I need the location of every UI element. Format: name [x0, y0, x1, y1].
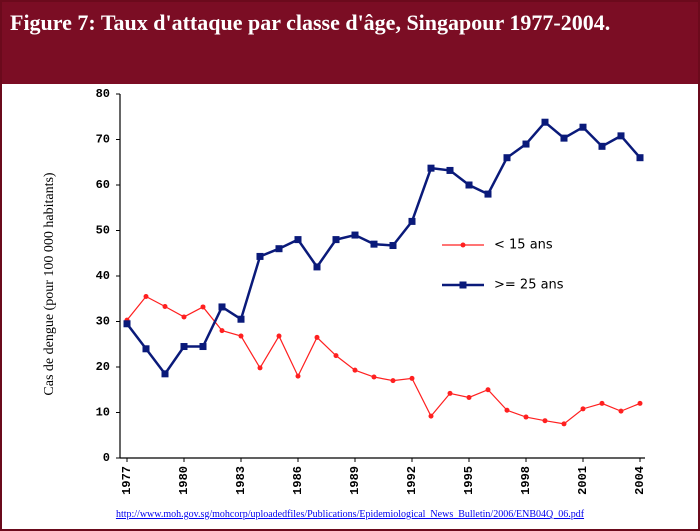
marker: [238, 333, 244, 339]
marker: [218, 303, 226, 311]
x-tick-label: 1980: [177, 466, 191, 495]
y-tick-label: 80: [96, 87, 110, 101]
x-tick-label: 1977: [120, 466, 134, 495]
marker: [123, 320, 131, 328]
series-line: [126, 295, 641, 425]
marker: [618, 408, 624, 414]
legend-marker: [459, 281, 467, 289]
marker: [560, 134, 568, 142]
marker: [465, 181, 473, 189]
y-tick-label: 40: [96, 269, 110, 283]
marker: [256, 252, 264, 260]
marker: [257, 365, 263, 371]
x-tick-label: 1983: [234, 466, 248, 495]
x-tick-label: 1986: [291, 466, 305, 495]
marker: [428, 413, 434, 419]
marker: [162, 303, 168, 309]
marker: [275, 245, 283, 253]
marker: [389, 242, 397, 250]
marker: [636, 154, 644, 162]
marker: [352, 367, 358, 373]
legend-label: < 15 ans: [494, 238, 553, 253]
y-tick-label: 30: [96, 315, 110, 329]
marker: [314, 334, 320, 340]
marker: [523, 414, 529, 420]
marker: [447, 390, 453, 396]
marker: [313, 263, 321, 271]
marker: [142, 345, 150, 353]
marker: [332, 236, 340, 244]
y-tick-label: 10: [96, 406, 110, 420]
marker: [503, 154, 511, 162]
marker: [446, 166, 454, 174]
marker: [143, 293, 149, 299]
y-tick-label: 20: [96, 360, 110, 374]
marker: [598, 142, 606, 150]
marker: [371, 374, 377, 380]
x-tick-label: 1998: [519, 466, 533, 495]
marker: [541, 118, 549, 126]
marker: [237, 315, 245, 323]
y-axis-label: Cas de dengue (pour 100 000 habitants): [42, 172, 57, 396]
y-tick-label: 50: [96, 224, 110, 238]
marker: [617, 132, 625, 140]
marker: [181, 314, 187, 320]
marker: [294, 236, 302, 244]
marker: [180, 343, 188, 351]
x-tick-label: 2004: [633, 466, 647, 495]
marker: [295, 373, 301, 379]
marker: [427, 164, 435, 172]
marker: [351, 231, 359, 239]
marker: [333, 353, 339, 359]
source-link[interactable]: http://www.moh.gov.sg/mohcorp/uploadedfi…: [115, 509, 585, 520]
marker: [599, 400, 605, 406]
marker: [504, 407, 510, 413]
figure-title: Figure 7: Taux d'attaque par classe d'âg…: [2, 2, 698, 84]
marker: [522, 140, 530, 148]
marker: [199, 343, 207, 351]
marker: [484, 190, 492, 198]
marker: [542, 418, 548, 424]
marker: [466, 394, 472, 400]
x-tick-label: 1992: [405, 466, 419, 495]
marker: [161, 370, 169, 378]
marker: [276, 333, 282, 339]
marker: [580, 406, 586, 412]
marker: [390, 378, 396, 384]
marker: [561, 421, 567, 427]
marker: [219, 328, 225, 334]
marker: [637, 400, 643, 406]
y-tick-label: 0: [103, 451, 110, 465]
x-tick-label: 1995: [462, 466, 476, 495]
x-tick-label: 1989: [348, 466, 362, 495]
y-tick-label: 60: [96, 178, 110, 192]
legend-marker: [460, 242, 466, 248]
marker: [485, 387, 491, 393]
series-line: [126, 120, 641, 376]
marker: [200, 304, 206, 310]
x-tick-label: 2001: [576, 466, 590, 495]
legend-label: >= 25 ans: [494, 278, 564, 293]
marker: [409, 375, 415, 381]
y-tick-label: 70: [96, 133, 110, 147]
marker: [408, 217, 416, 225]
marker: [370, 240, 378, 248]
marker: [579, 123, 587, 131]
